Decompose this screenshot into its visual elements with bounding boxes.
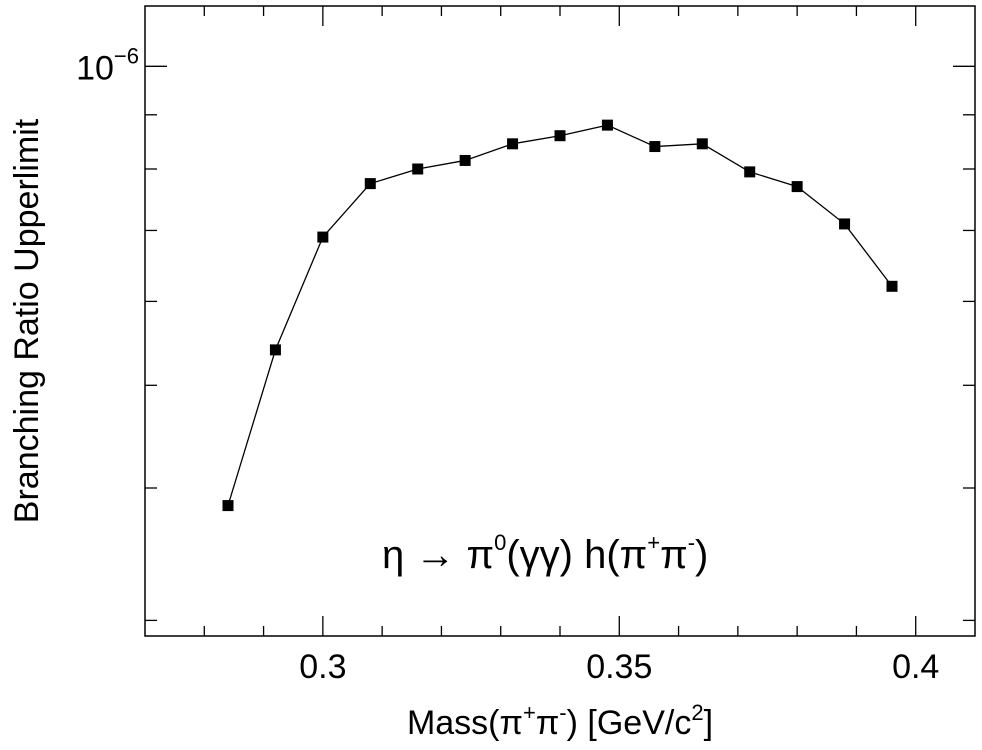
data-point-marker <box>839 218 851 230</box>
data-point-marker <box>269 344 281 356</box>
data-point-marker <box>317 231 329 243</box>
data-point-marker <box>791 181 803 193</box>
data-point-marker <box>364 178 376 190</box>
x-tick-label: 0.4 <box>892 648 939 686</box>
data-point-marker <box>601 119 613 131</box>
y-axis-title: Branching Ratio Upperlimit <box>8 118 46 523</box>
x-tick-label: 0.35 <box>586 648 652 686</box>
chart-annotation: η → π0(γγ) h(π+π-) <box>382 530 708 577</box>
x-axis-title: Mass(π+π-) [GeV/c2] <box>407 700 713 742</box>
data-point-marker <box>507 138 519 150</box>
data-point-marker <box>886 280 898 292</box>
data-point-marker <box>459 154 471 166</box>
series-layer <box>222 119 898 512</box>
data-point-marker <box>412 163 424 175</box>
x-tick-label: 0.3 <box>299 648 346 686</box>
data-point-marker <box>649 141 661 153</box>
minor-ticks <box>145 6 975 636</box>
data-point-marker <box>696 138 708 150</box>
y-tick-label: 10−6 <box>76 43 139 87</box>
data-point-marker <box>554 130 566 142</box>
major-ticks: 0.3 0.35 0.4 <box>145 6 975 686</box>
data-point-marker <box>222 500 234 512</box>
data-point-marker <box>744 166 756 178</box>
